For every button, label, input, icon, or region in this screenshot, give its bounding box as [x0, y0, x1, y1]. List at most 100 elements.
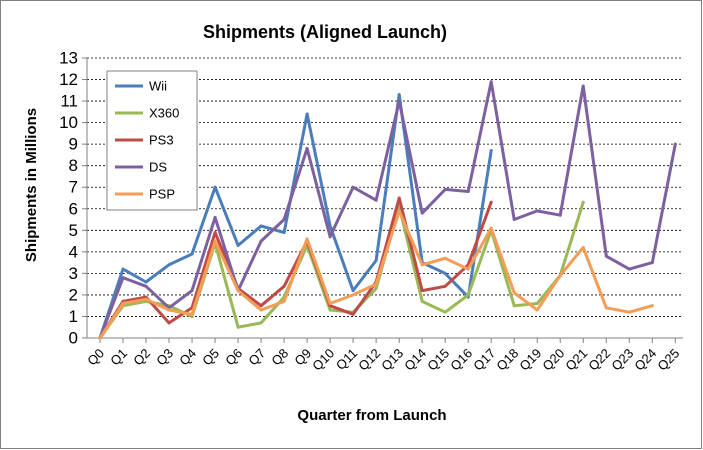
data-point — [167, 321, 171, 325]
data-point — [489, 200, 493, 204]
data-point — [581, 200, 585, 204]
data-point — [328, 304, 332, 308]
data-point — [604, 306, 608, 310]
data-point — [121, 267, 125, 271]
legend: Wii X360 PS3 DS PSP — [106, 70, 198, 211]
y-tick-label: 2 — [69, 285, 78, 304]
data-point — [604, 254, 608, 258]
data-point — [121, 276, 125, 280]
data-point — [190, 252, 194, 256]
x-axis-title: Quarter from Launch — [297, 407, 446, 424]
series-line — [98, 80, 677, 340]
data-point — [351, 293, 355, 297]
data-point — [581, 84, 585, 88]
data-point — [167, 308, 171, 312]
data-point — [305, 146, 309, 150]
data-point — [489, 149, 493, 153]
legend-label: X360 — [149, 105, 179, 120]
data-point — [351, 312, 355, 316]
data-point — [512, 304, 516, 308]
data-point — [282, 230, 286, 234]
y-tick-label: 4 — [69, 242, 78, 261]
data-point — [535, 209, 539, 213]
data-point — [397, 196, 401, 200]
data-point — [535, 308, 539, 312]
legend-label: PSP — [149, 186, 175, 201]
data-point — [305, 112, 309, 116]
data-point — [144, 280, 148, 284]
data-point — [167, 263, 171, 267]
y-tick-label: 12 — [59, 70, 78, 89]
data-point — [627, 267, 631, 271]
data-point — [489, 80, 493, 84]
y-tick-label: 5 — [69, 221, 78, 240]
data-point — [98, 336, 102, 340]
series-line — [98, 196, 493, 340]
data-point — [466, 190, 470, 194]
data-point — [420, 289, 424, 293]
data-point — [282, 284, 286, 288]
data-point — [144, 284, 148, 288]
data-point — [420, 211, 424, 215]
data-point — [443, 187, 447, 191]
y-tick-label: 1 — [69, 307, 78, 326]
data-point — [259, 239, 263, 243]
data-point — [121, 302, 125, 306]
data-point — [512, 218, 516, 222]
chart-title: Shipments (Aligned Launch) — [203, 22, 447, 42]
data-point — [466, 293, 470, 297]
data-point — [650, 261, 654, 265]
data-point — [420, 299, 424, 303]
y-tick-label: 11 — [60, 92, 78, 111]
data-point — [397, 93, 401, 97]
data-point — [443, 284, 447, 288]
data-point — [351, 289, 355, 293]
y-axis-title: Shipments in Millions — [23, 108, 40, 262]
data-point — [466, 267, 470, 271]
y-tick-label: 3 — [69, 264, 78, 283]
data-point — [558, 213, 562, 217]
data-point — [328, 302, 332, 306]
data-point — [236, 289, 240, 293]
data-point — [673, 142, 677, 146]
y-tick-label: 8 — [69, 156, 78, 175]
data-point — [443, 256, 447, 260]
data-point — [259, 321, 263, 325]
data-point — [627, 310, 631, 314]
data-point — [650, 304, 654, 308]
data-point — [443, 271, 447, 275]
y-tick-label: 13 — [59, 48, 78, 67]
series-psp — [98, 209, 654, 340]
y-tick-label: 9 — [69, 135, 78, 154]
data-point — [190, 289, 194, 293]
data-point — [282, 299, 286, 303]
legend-label: DS — [149, 159, 167, 174]
data-point — [213, 239, 217, 243]
data-point — [328, 308, 332, 312]
data-point — [374, 282, 378, 286]
data-point — [213, 215, 217, 219]
data-point — [420, 263, 424, 267]
data-point — [328, 235, 332, 239]
data-point — [351, 185, 355, 189]
data-point — [305, 237, 309, 241]
data-point — [236, 325, 240, 329]
data-point — [213, 230, 217, 234]
data-point — [512, 291, 516, 295]
data-point — [489, 226, 493, 230]
series-ps3 — [98, 196, 493, 340]
data-point — [190, 314, 194, 318]
data-point — [581, 246, 585, 250]
data-point — [328, 224, 332, 228]
legend-label: PS3 — [149, 132, 174, 147]
y-tick-label: 6 — [69, 199, 78, 218]
data-point — [236, 243, 240, 247]
y-tick-label: 0 — [69, 328, 78, 347]
data-point — [374, 258, 378, 262]
data-point — [213, 185, 217, 189]
data-point — [259, 304, 263, 308]
data-point — [397, 209, 401, 213]
